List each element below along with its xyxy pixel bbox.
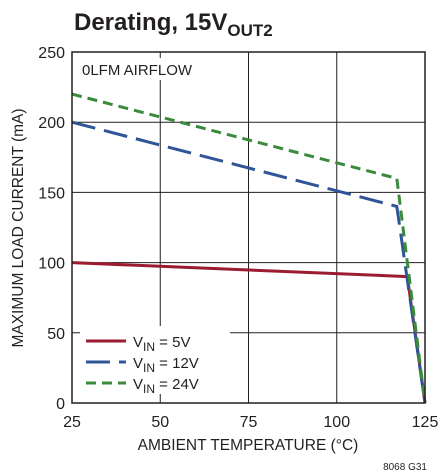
- y-tick-label-150: 150: [38, 185, 65, 202]
- y-axis-label: MAXIMUM LOAD CURRENT (mA): [10, 108, 27, 347]
- x-tick-label-75: 75: [240, 414, 258, 431]
- figure-code: 8068 G31: [383, 462, 427, 473]
- y-tick-label-250: 250: [38, 45, 65, 62]
- legend-label-2: VIN = 12V: [133, 355, 199, 375]
- series-line-3: [71, 92, 427, 404]
- series-line-2: [71, 120, 427, 404]
- annotation-bg: [80, 58, 230, 80]
- legend-label-1: VIN = 5V: [133, 334, 190, 354]
- chart-title: Derating, 15VOUT2: [74, 9, 273, 40]
- y-tick-label-200: 200: [38, 115, 65, 132]
- y-tick-label-100: 100: [38, 256, 65, 273]
- x-tick-label-125: 125: [412, 414, 439, 431]
- x-tick-label-100: 100: [323, 414, 350, 431]
- chart-title-sub: OUT2: [227, 21, 272, 40]
- x-axis-label: AMBIENT TEMPERATURE (°C): [138, 437, 359, 454]
- tick-labels: 25 50 75 100 125 0 50 100 150 200 250: [38, 45, 438, 431]
- series-lines: [71, 92, 427, 404]
- chart-title-main: Derating, 15V: [74, 9, 227, 36]
- airflow-annotation: 0LFM AIRFLOW: [82, 62, 193, 79]
- y-tick-label-0: 0: [56, 396, 65, 413]
- x-tick-label-25: 25: [63, 414, 81, 431]
- y-tick-label-50: 50: [47, 326, 65, 343]
- x-tick-label-50: 50: [151, 414, 169, 431]
- legend-label-3: VIN = 24V: [133, 376, 199, 396]
- plot-frame: [71, 51, 426, 404]
